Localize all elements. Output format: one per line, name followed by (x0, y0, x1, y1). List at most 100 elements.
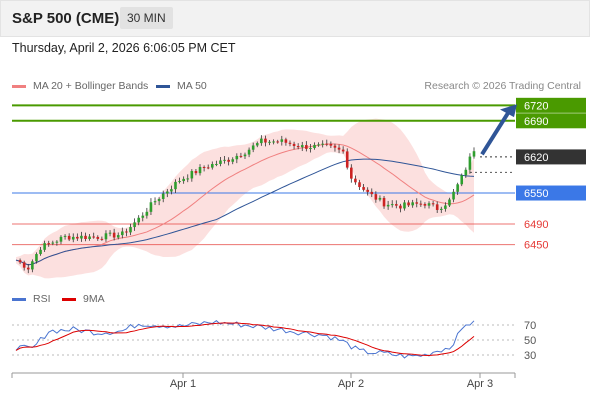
candle-body-105 (444, 205, 447, 209)
candle-body-15 (76, 236, 79, 239)
candle-body-66 (284, 139, 288, 143)
candle-body-40 (178, 181, 181, 183)
candle-body-94 (399, 205, 402, 209)
rsi-tick-70: 70 (524, 320, 536, 332)
candle-body-28 (129, 227, 132, 233)
level-label-6720: 6720 (524, 100, 548, 112)
candle-body-70 (300, 145, 304, 148)
x-label-0: Apr 1 (170, 378, 196, 390)
candle-body-93 (395, 204, 398, 206)
level-tag-6550 (516, 185, 586, 201)
candle-body-83 (354, 178, 357, 183)
candle-body-22 (104, 233, 108, 240)
candle-body-14 (71, 236, 75, 240)
candle-body-19 (92, 236, 95, 238)
candle-body-71 (305, 145, 308, 149)
candle-body-41 (182, 178, 185, 182)
rsi-tick-30: 30 (524, 350, 536, 362)
candle-body-17 (84, 235, 87, 240)
candle-body-27 (125, 231, 128, 233)
timeframe-badge[interactable]: 30 MIN (120, 7, 173, 29)
forecast-arrow-head (500, 104, 517, 118)
candle-body-107 (452, 191, 455, 200)
candle-body-92 (390, 204, 394, 206)
candle-body-24 (112, 232, 116, 238)
candle-body-69 (296, 145, 300, 148)
bollinger-bands (16, 118, 474, 279)
candle-body-30 (137, 217, 140, 223)
candle-body-2 (22, 262, 26, 268)
candle-body-77 (329, 143, 333, 146)
candle-body-26 (121, 231, 124, 236)
candle-body-25 (116, 235, 120, 238)
candle-body-32 (145, 211, 149, 216)
candle-body-108 (456, 184, 459, 192)
candle-body-104 (439, 208, 443, 210)
candle-body-97 (411, 202, 414, 206)
candle-body-37 (166, 191, 169, 194)
candle-body-45 (198, 167, 202, 174)
candle-body-6 (39, 249, 42, 255)
legend-ma20-label: MA 20 + Bollinger Bands (33, 80, 149, 92)
candle-body-79 (337, 147, 341, 150)
candle-body-80 (341, 149, 345, 152)
candle-body-8 (47, 243, 51, 245)
legend-ma50-label: MA 50 (177, 80, 207, 92)
candle-body-100 (423, 203, 427, 206)
candle-body-74 (317, 144, 320, 146)
level-tag-6620 (516, 149, 586, 165)
candle-body-67 (288, 142, 292, 144)
x-label-2: Apr 3 (467, 378, 493, 390)
candle-body-82 (350, 167, 353, 179)
candle-body-12 (63, 235, 67, 237)
candle-body-111 (468, 156, 472, 170)
x-label-1: Apr 2 (338, 378, 364, 390)
candle-body-103 (435, 204, 439, 210)
candle-body-91 (386, 204, 390, 207)
candle-body-72 (309, 148, 312, 150)
candle-body-21 (100, 238, 104, 240)
candle-body-48 (210, 164, 214, 168)
candle-body-46 (202, 167, 206, 169)
candle-body-56 (243, 154, 247, 157)
level-label-6490: 6490 (524, 219, 548, 231)
research-credit: Research © 2026 Trading Central (424, 80, 581, 92)
legend-ma20: MA 20 + Bollinger Bands (12, 80, 148, 92)
candle-body-10 (55, 241, 59, 243)
candle-body-58 (251, 145, 255, 150)
level-label-6620: 6620 (524, 152, 548, 164)
candle-body-31 (141, 215, 145, 218)
candle-body-50 (219, 160, 222, 164)
candle-body-16 (80, 235, 83, 239)
candle-body-47 (206, 167, 210, 169)
instrument-title: S&P 500 (CME) (12, 10, 120, 27)
legend-rsi: RSI (12, 293, 51, 305)
candle-body-68 (292, 143, 296, 146)
candle-body-34 (153, 201, 157, 203)
candle-body-59 (255, 143, 259, 146)
ma9-swatch (62, 297, 76, 301)
candle-body-51 (223, 159, 226, 161)
candle-body-106 (448, 199, 451, 206)
candle-body-112 (472, 151, 476, 157)
candle-body-44 (194, 171, 198, 174)
candles (18, 135, 476, 274)
candle-body-102 (431, 203, 435, 205)
candle-body-36 (161, 193, 165, 199)
candle-body-3 (26, 267, 30, 270)
candle-body-76 (325, 143, 329, 145)
rsi-swatch (12, 297, 26, 301)
candle-body-85 (362, 187, 365, 190)
candle-body-35 (157, 198, 161, 202)
candle-body-109 (460, 175, 464, 185)
level-tag-6690 (516, 113, 586, 129)
candle-body-7 (43, 243, 46, 250)
candle-body-33 (149, 202, 153, 212)
ma50-line (15, 158, 475, 266)
candle-body-73 (313, 144, 316, 149)
candle-body-29 (133, 222, 136, 228)
candle-body-96 (407, 202, 410, 206)
chart-datetime: Thursday, April 2, 2026 6:06:05 PM CET (12, 41, 236, 55)
candle-body-90 (382, 197, 386, 207)
candle-body-11 (59, 236, 63, 242)
